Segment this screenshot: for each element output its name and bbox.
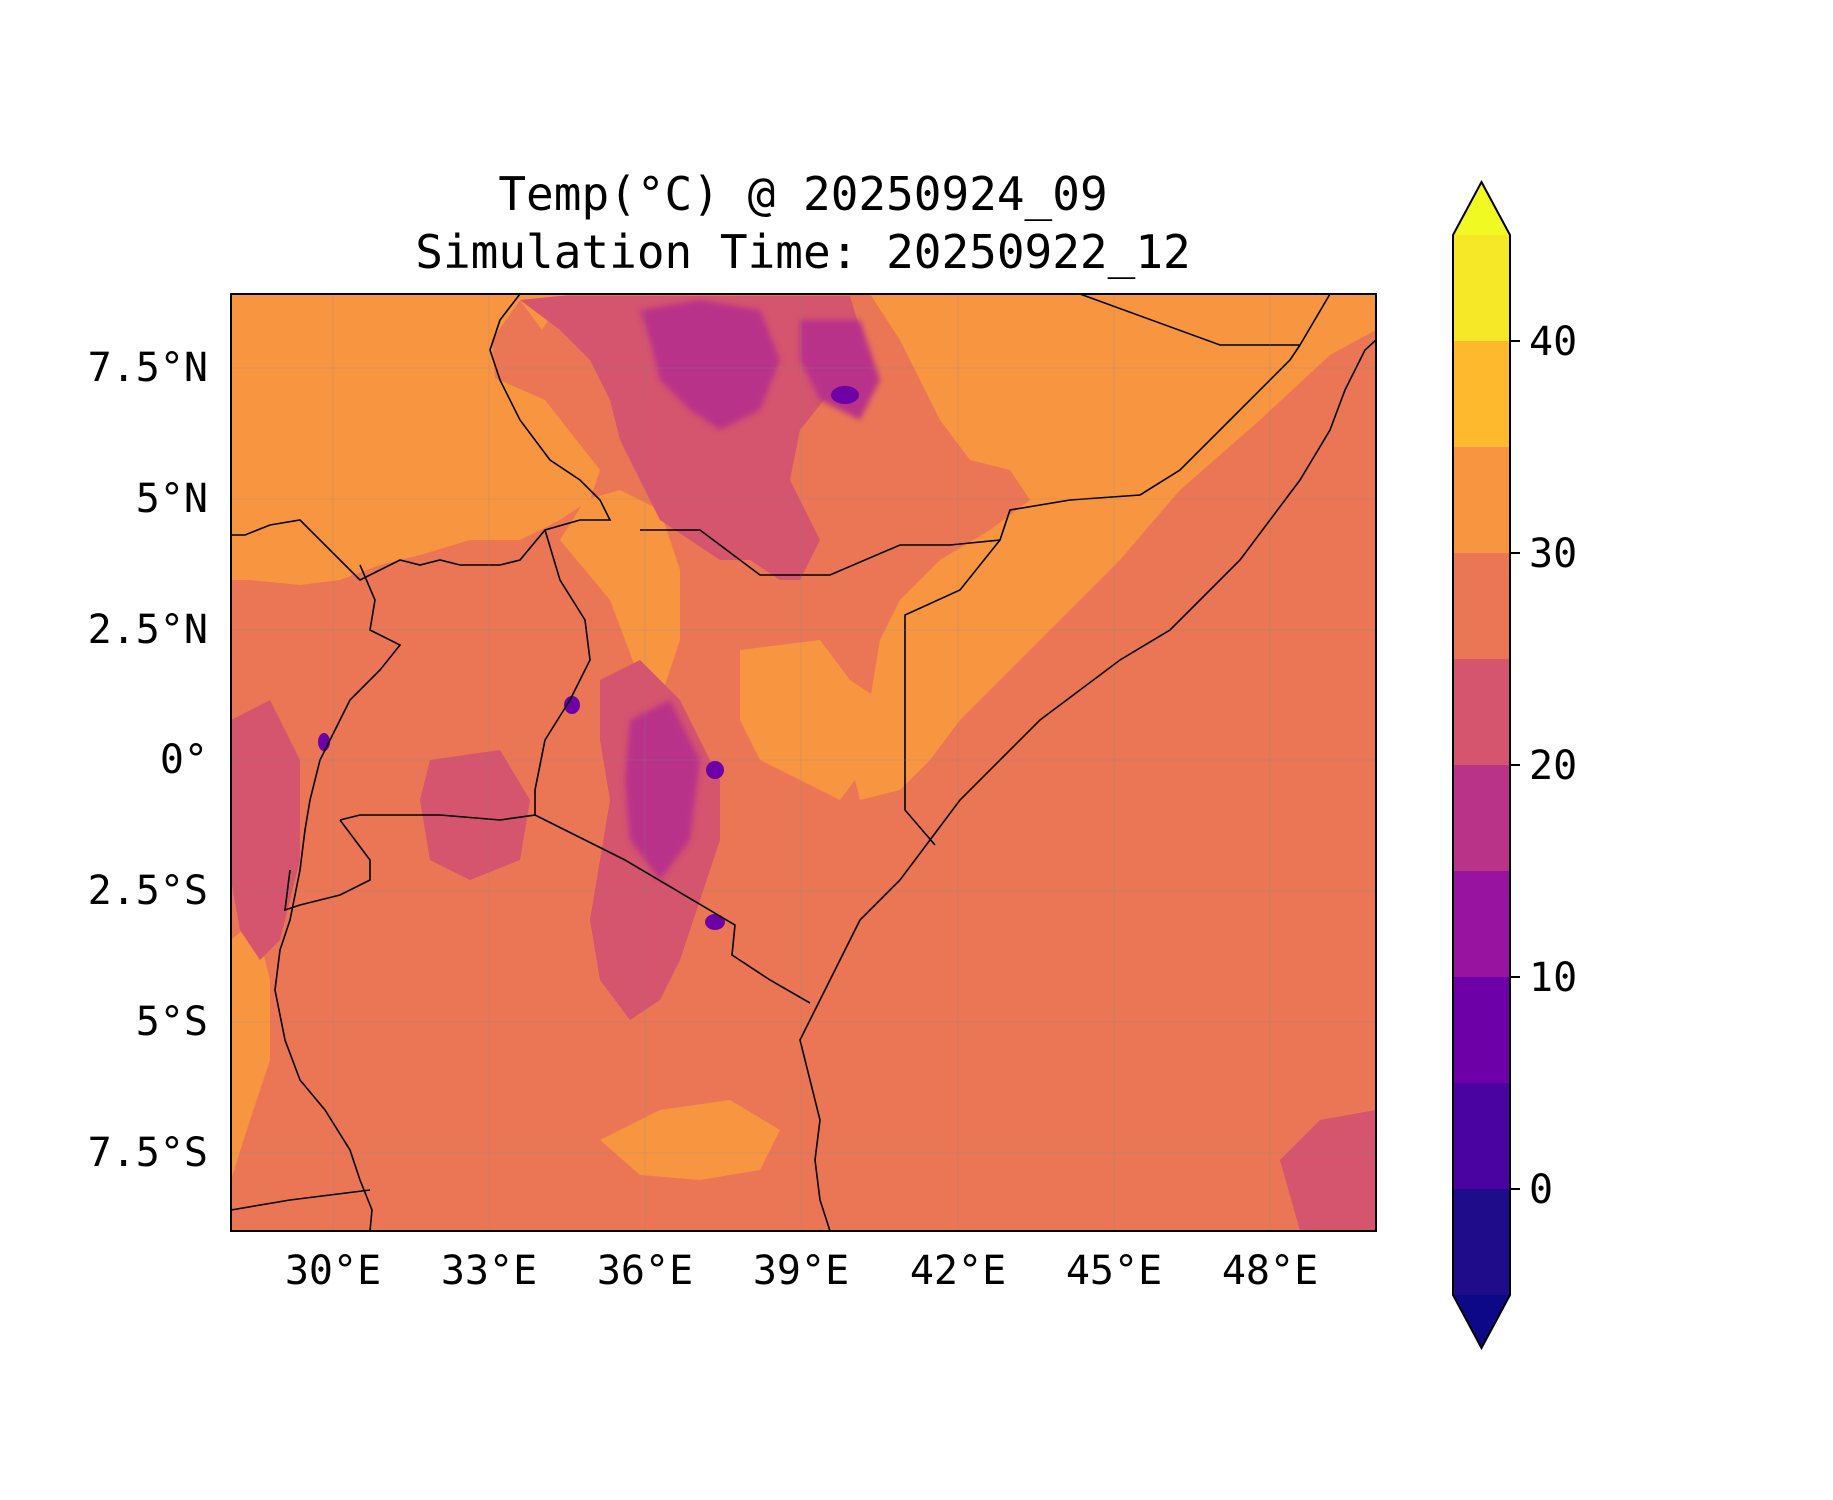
y-tick-label: 2.5°S [88,868,208,914]
colorbar-segment [1453,341,1510,447]
colorbar-segment [1453,977,1510,1083]
colorbar-extend-max [1453,182,1510,235]
map-subtitle: Simulation Time: 20250922_12 [415,225,1190,279]
field-ne-warm [850,294,1376,800]
x-tick-label: 45°E [1066,1248,1162,1294]
colorbar-segment [1453,765,1510,871]
x-tick-label: 33°E [441,1248,537,1294]
border-ethiopia-kenya-somalia [640,344,1301,576]
y-tick-label: 5°S [136,999,208,1045]
colorbar-segment [1453,1083,1510,1189]
field-south-warm [600,1100,780,1180]
colorbar-tick-label: 0 [1529,1167,1553,1213]
field-nw-warm [231,294,600,585]
field-cold-spot-1 [831,386,859,404]
colorbar-segment [1453,553,1510,659]
x-tick-label: 39°E [753,1248,849,1294]
temperature-field [231,294,1376,1231]
x-tick-label: 42°E [910,1248,1006,1294]
colorbar-tick-label: 10 [1529,955,1577,1001]
x-tick-label: 48°E [1222,1248,1318,1294]
border-uganda-kenya [339,529,591,821]
gridlines [231,294,1376,1231]
field-cold-spot-2 [706,761,724,779]
border-kenya-tanzania [534,814,811,1004]
y-tick-label: 0° [160,737,208,783]
y-tick-label: 7.5°N [88,345,208,391]
x-tick-label: 36°E [597,1248,693,1294]
field-kenya-rift-warm [560,490,680,700]
field-cold-spot-3 [564,696,580,714]
x-axis-ticks: 30°E 33°E 36°E 39°E 42°E 45°E 48°E [285,1248,1318,1294]
field-lake-victoria-cool [420,750,530,880]
field-se-ocean-cool [1280,1110,1376,1231]
y-tick-label: 2.5°N [88,607,208,653]
field-ethiopia-core-1 [640,300,780,430]
field-kenya-core [625,700,700,880]
colorbar-segment [1453,659,1510,765]
border-kenya-somalia [904,539,1001,846]
boundaries [231,294,1376,1231]
field-ethiopia-core-2 [800,320,880,420]
colorbar-outline [1452,179,1511,1351]
y-axis-ticks: 7.5°N 5°N 2.5°N 0° 2.5°S 5°S 7.5°S [88,345,208,1176]
colorbar-tick-label: 30 [1529,531,1577,577]
border-west [274,564,402,1231]
border-southwest [231,1189,371,1211]
border-rwanda-burundi [284,819,371,912]
colorbar-segment [1453,235,1510,341]
field-northern-kenya-warm [740,640,880,800]
y-tick-label: 5°N [136,476,208,522]
colorbar-segment [1453,871,1510,977]
map-frame [230,293,1377,1232]
coastline [799,339,1376,1231]
colorbar-tick-label: 40 [1529,319,1577,365]
x-tick-label: 30°E [285,1248,381,1294]
field-cold-spot-4 [705,914,725,930]
colorbar-segment [1453,1189,1510,1295]
field-sw-warm [231,920,270,1180]
border-northeast [1079,294,1331,346]
y-tick-label: 7.5°S [88,1130,208,1176]
colorbar-segment [1453,447,1510,553]
colorbar-extend-min [1453,1295,1510,1348]
border-south-sudan [231,294,612,581]
colorbar-tick-label: 20 [1529,743,1577,789]
field-western-rift-cool [231,700,300,960]
colorbar: 0 10 20 30 40 [1452,179,1577,1351]
map-title: Temp(°C) @ 20250924_09 [498,167,1107,221]
